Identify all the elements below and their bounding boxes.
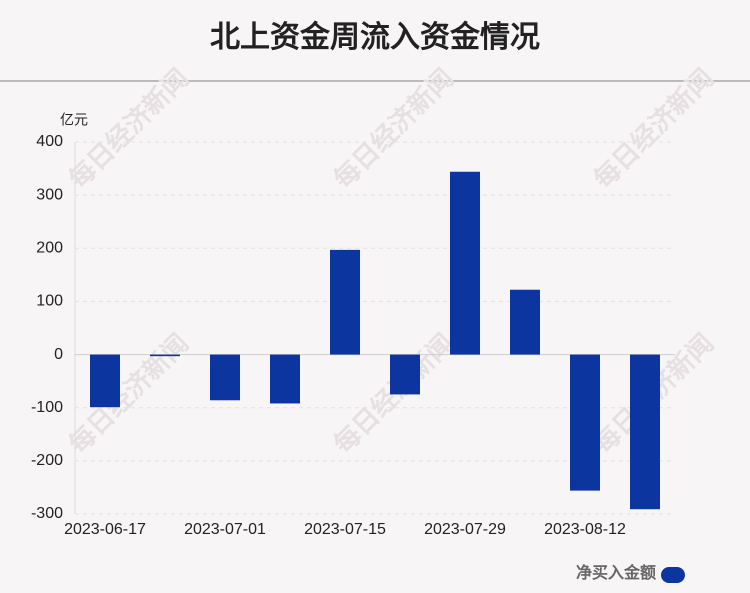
bar — [330, 249, 360, 355]
y-tick-label: 200 — [36, 240, 63, 257]
y-tick-label: -300 — [31, 505, 63, 522]
legend-swatch — [661, 567, 685, 583]
x-tick-label: 2023-07-29 — [424, 521, 506, 538]
watermark: 每日经济新闻 — [63, 328, 195, 460]
legend-label: 净买入金额 — [576, 563, 656, 582]
y-tick-label: 100 — [36, 293, 63, 310]
y-tick-label: -200 — [31, 452, 63, 469]
y-tick-label: -100 — [31, 399, 63, 416]
watermark: 每日经济新闻 — [63, 63, 195, 195]
chart-title: 北上资金周流入资金情况 — [210, 20, 540, 54]
bar — [390, 354, 420, 395]
bar — [270, 354, 300, 404]
bar — [150, 354, 180, 357]
bar — [630, 354, 660, 510]
y-tick-label: 0 — [54, 346, 63, 363]
watermark: 每日经济新闻 — [328, 63, 460, 195]
bar — [90, 354, 120, 408]
y-tick-label: 300 — [36, 186, 63, 203]
bar — [450, 171, 480, 355]
x-tick-label: 2023-07-15 — [304, 521, 386, 538]
bar — [510, 289, 540, 355]
x-tick-label: 2023-06-17 — [64, 521, 146, 538]
y-tick-label: 400 — [36, 133, 63, 150]
x-tick-label: 2023-07-01 — [184, 521, 266, 538]
bar — [210, 354, 240, 401]
y-unit: 亿元 — [60, 112, 88, 128]
x-tick-label: 2023-08-12 — [544, 521, 626, 538]
bar — [570, 354, 600, 491]
watermark: 每日经济新闻 — [588, 63, 720, 195]
